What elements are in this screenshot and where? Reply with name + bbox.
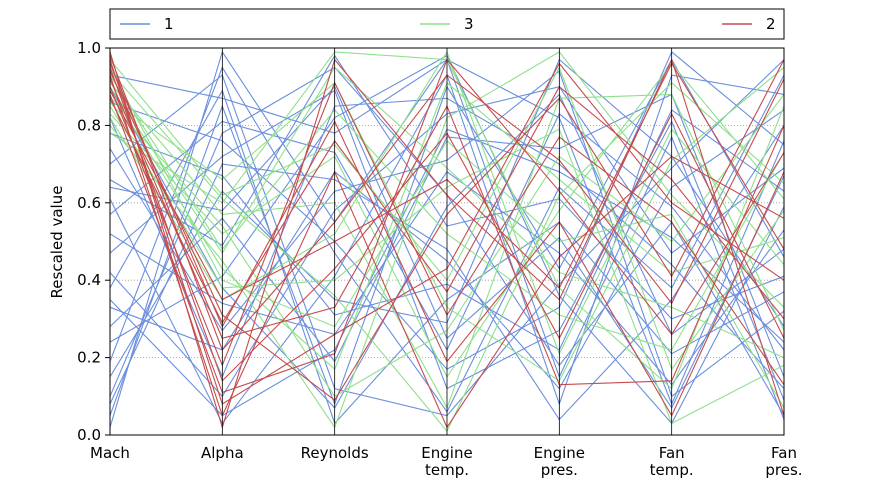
y-tick-layer: 0.0 0.2 0.4 0.6 0.8 1.0 — [77, 39, 110, 444]
x-axis-label-line: Engine — [421, 444, 472, 462]
legend-entry-1: 1 — [120, 15, 174, 33]
y-tick-label: 0.6 — [77, 194, 101, 212]
y-axis-title: Rescaled value — [48, 186, 66, 299]
y-tick-label: 0.4 — [77, 271, 101, 289]
x-axis-label-line: pres. — [541, 461, 578, 479]
x-axis-labels: Mach Alpha Reynolds Enginetemp.Enginepres.F… — [90, 444, 803, 479]
x-axis-label: Mach — [90, 444, 130, 462]
legend: 1 3 2 — [109, 8, 785, 40]
x-axis-label-line: Fan — [771, 444, 797, 462]
x-axis-label: Reynolds — [301, 444, 369, 462]
axes-layer — [109, 47, 785, 436]
legend-label: 1 — [164, 15, 174, 33]
x-axis-label-line: temp. — [650, 461, 694, 479]
plot-frame — [109, 47, 785, 436]
legend-entry-2: 2 — [722, 15, 776, 33]
legend-label: 3 — [464, 15, 474, 33]
x-axis-label-line: Alpha — [201, 444, 244, 462]
y-tick-label: 0.8 — [77, 116, 101, 134]
x-axis-label-line: temp. — [425, 461, 469, 479]
y-tick-label: 0.2 — [77, 349, 101, 367]
y-tick-label: 1.0 — [77, 39, 101, 57]
x-axis-label-line: Reynolds — [301, 444, 369, 462]
x-axis-label-line: Engine — [534, 444, 585, 462]
x-axis-label-line: Fan — [659, 444, 685, 462]
x-axis-label-line: Mach — [90, 444, 130, 462]
x-axis-label: Alpha — [201, 444, 244, 462]
legend-entry-3: 3 — [420, 15, 474, 33]
y-tick-label: 0.0 — [77, 426, 101, 444]
x-axis-label-line: pres. — [765, 461, 802, 479]
legend-label: 2 — [766, 15, 776, 33]
